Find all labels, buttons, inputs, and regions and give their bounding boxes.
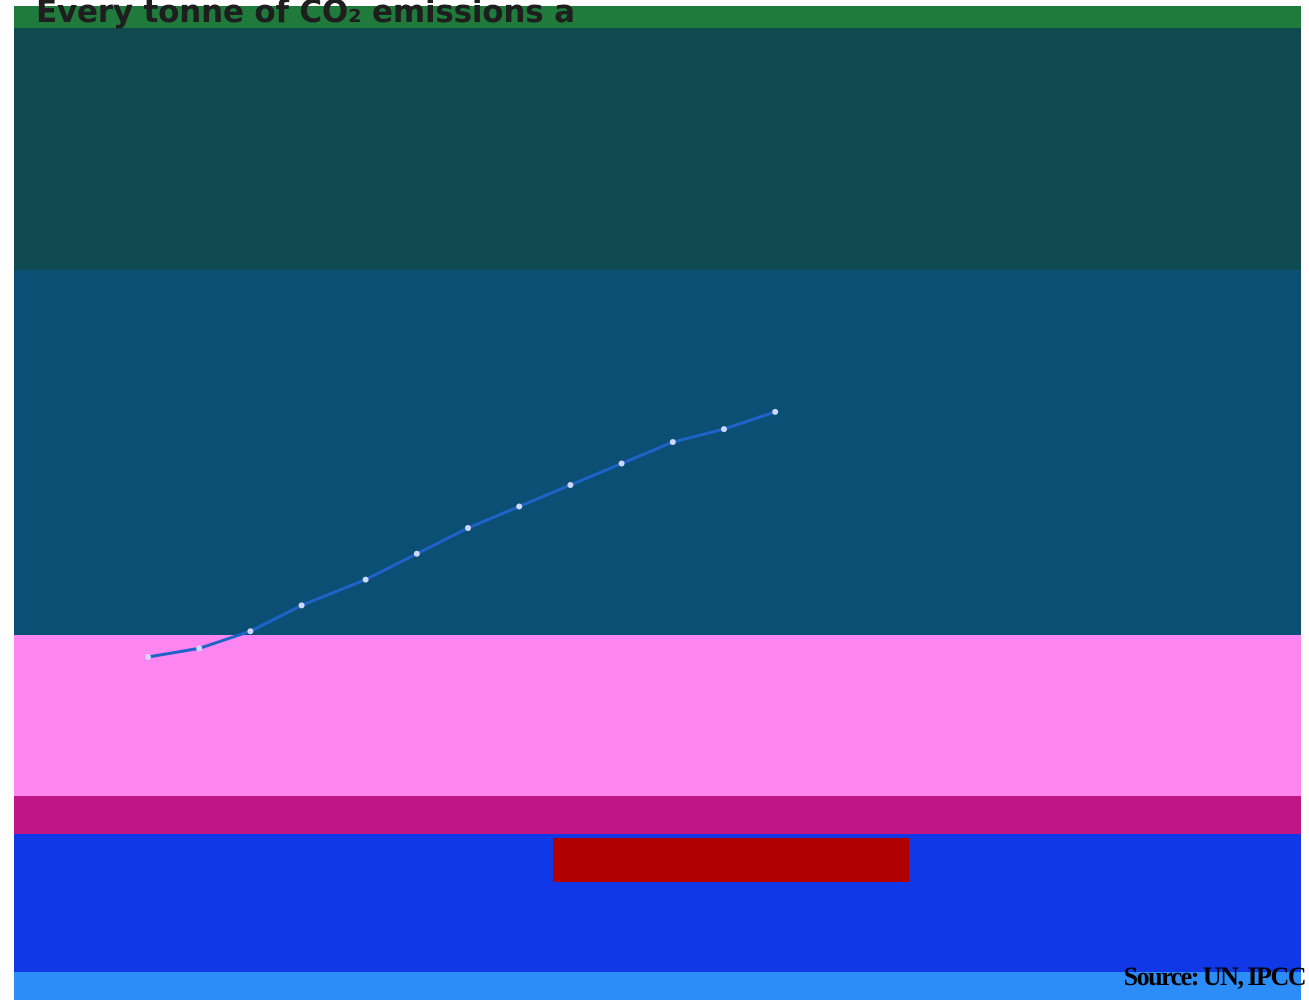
data-point xyxy=(516,503,523,510)
data-point xyxy=(247,628,254,635)
data-point xyxy=(772,408,779,415)
data-point xyxy=(362,576,369,583)
legend-strip xyxy=(14,796,1301,834)
data-point xyxy=(618,460,625,467)
chart-band-top xyxy=(14,28,1301,270)
source-note: Source: UN, IPCC xyxy=(1123,962,1307,991)
data-point xyxy=(196,645,203,652)
data-point xyxy=(669,439,676,445)
footer-band xyxy=(14,972,1301,1000)
data-point xyxy=(298,602,305,609)
subtitle-strip xyxy=(14,6,1301,30)
x-axis-band xyxy=(14,635,1301,815)
data-point xyxy=(721,426,727,433)
data-point xyxy=(567,482,574,488)
data-point xyxy=(413,550,420,557)
data-point xyxy=(145,654,151,660)
chart-title: Every tonne of CO₂ emissions a xyxy=(36,0,575,30)
chart-plot-area xyxy=(14,270,1301,635)
trend-line xyxy=(147,410,776,659)
data-point xyxy=(465,525,471,531)
highlight-block xyxy=(553,838,909,882)
